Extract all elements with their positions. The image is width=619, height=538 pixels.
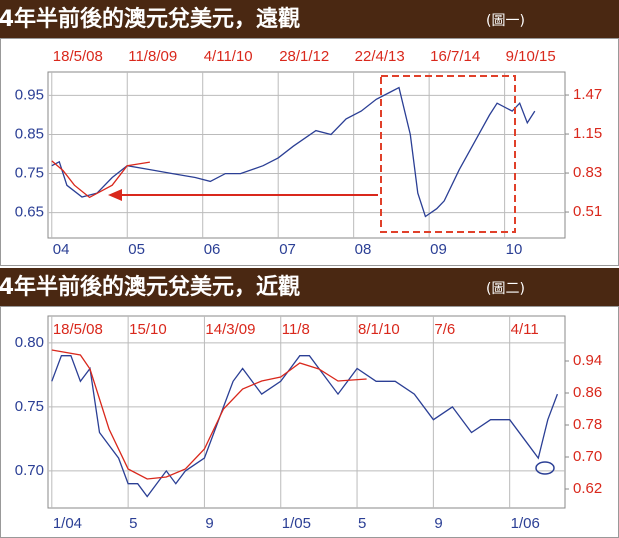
annotations [108,75,555,475]
series-line [51,86,536,218]
y-tick-label: 0.75 [15,165,44,182]
x-tick-label: 10 [506,241,523,258]
series-line [51,349,367,480]
y2-tick-label: 0.94 [573,352,602,369]
x2-tick-label: 22/4/13 [355,48,405,65]
x-tick-label: 1/04 [53,515,82,532]
x-tick-label: 1/05 [282,515,311,532]
x2-tick-label: 8/1/10 [358,321,400,338]
y2-tick-label: 0.70 [573,448,602,465]
x-tick-label: 06 [204,241,221,258]
title-band [0,0,619,38]
y2-tick-label: 1.47 [573,86,602,103]
x2-tick-label: 4/11/10 [204,48,253,65]
x2-tick-label: 18/5/08 [53,48,103,65]
x-tick-label: 09 [430,241,447,258]
x2-tick-label: 16/7/14 [430,48,480,65]
y2-tick-label: 0.78 [573,416,602,433]
chart-subtitle: (圖二) [486,281,525,297]
x2-tick-label: 4/11 [511,321,539,338]
chart-subtitle: (圖一) [486,13,525,29]
x2-tick-label: 14/3/09 [205,321,255,338]
arrow-head [108,189,122,201]
x-tick-label: 05 [128,241,145,258]
x2-tick-label: 28/1/12 [279,48,329,65]
x2-tick-label: 7/6 [434,321,455,338]
x-tick-label: 08 [355,241,372,258]
y-tick-label: 0.80 [15,334,44,351]
highlight-box [380,75,516,233]
x-tick-label: 5 [358,515,366,532]
x-tick-label: 9 [205,515,213,532]
y2-tick-label: 0.83 [573,164,602,181]
series-line [51,355,559,498]
plot-area [47,315,566,509]
x-tick-label: 1/06 [511,515,540,532]
x-tick-label: 9 [434,515,442,532]
y-tick-label: 0.70 [15,462,44,479]
x-tick-label: 04 [53,241,70,258]
highlight-circle [535,461,555,475]
y2-tick-label: 1.15 [573,125,602,142]
y2-tick-label: 0.51 [573,203,602,220]
x2-tick-label: 18/5/08 [53,321,103,338]
chart-title: 4年半前後的澳元兌美元，遠觀 [0,6,300,32]
y-tick-label: 0.95 [15,86,44,103]
x-tick-label: 07 [279,241,296,258]
chart-title: 4年半前後的澳元兌美元，近觀 [0,274,300,300]
y2-tick-label: 0.86 [573,384,602,401]
y-tick-label: 0.65 [15,204,44,221]
series-line [51,160,151,199]
x-tick-label: 5 [129,515,137,532]
y-tick-label: 0.75 [15,398,44,415]
x2-tick-label: 9/10/15 [506,48,556,65]
plot-area [47,71,566,239]
x2-tick-label: 11/8 [282,321,310,338]
y2-tick-label: 0.62 [573,480,602,497]
title-band [0,268,619,306]
x2-tick-label: 11/8/09 [128,48,177,65]
y-tick-label: 0.85 [15,125,44,142]
x2-tick-label: 15/10 [129,321,167,338]
